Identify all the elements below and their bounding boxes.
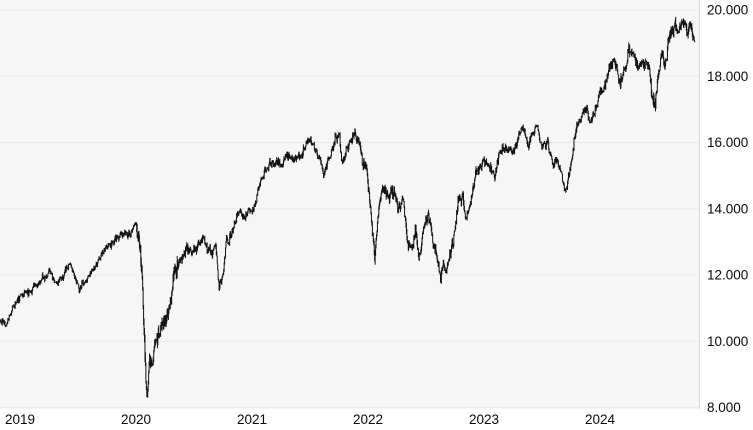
x-tick-label: 2021: [237, 412, 267, 427]
x-tick-label: 2022: [353, 412, 383, 427]
x-tick-label: 2019: [5, 412, 35, 427]
y-tick-label: 16.000: [707, 135, 748, 150]
y-tick-label: 18.000: [707, 69, 748, 84]
x-tick-label: 2020: [121, 412, 151, 427]
x-tick-label: 2024: [585, 412, 616, 427]
y-tick-label: 12.000: [707, 268, 748, 283]
y-tick-label: 14.000: [707, 201, 748, 216]
plot-area: [0, 0, 699, 409]
x-axis-labels: 2019 2020 2021 2022 2023 2024: [5, 412, 616, 427]
price-line: [0, 16, 696, 398]
y-tick-label: 10.000: [707, 334, 748, 349]
x-tick-label: 2023: [469, 412, 499, 427]
y-tick-label: 8.000: [707, 400, 741, 415]
y-axis-labels: 20.000 18.000 16.000 14.000 12.000 10.000 8.00…: [707, 3, 748, 416]
y-tick-label: 20.000: [707, 3, 748, 18]
